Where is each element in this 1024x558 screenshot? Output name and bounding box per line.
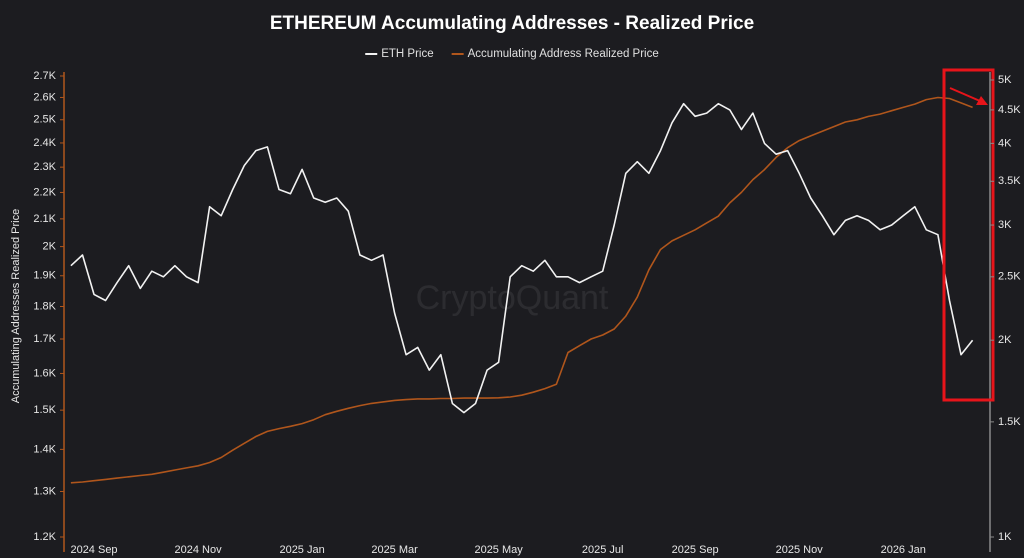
plot-area — [70, 96, 974, 484]
y-tick-label: 1.6K — [33, 367, 56, 379]
y-tick-label: 2.1K — [33, 213, 56, 225]
x-tick-label: 2025 May — [474, 544, 523, 556]
y-tick-label: 2.5K — [33, 114, 56, 126]
y2-tick-label: 1K — [998, 531, 1012, 543]
y2-tick-label: 4.5K — [998, 104, 1021, 116]
series-line — [70, 102, 974, 414]
y-tick-label: 2.6K — [33, 91, 56, 103]
x-tick-label: 2024 Nov — [175, 544, 223, 556]
legend-label: Accumulating Address Realized Price — [468, 48, 659, 60]
x-tick-label: 2026 Jan — [881, 544, 926, 556]
y2-tick-label: 3K — [998, 219, 1012, 231]
y2-tick-label: 5K — [998, 74, 1012, 86]
y2-tick-label: 3.5K — [998, 175, 1021, 187]
highlight-arrow — [949, 87, 981, 102]
y-tick-label: 1.4K — [33, 443, 56, 455]
y2-tick-label: 2.5K — [998, 271, 1021, 283]
x-tick-label: 2025 Sep — [672, 544, 719, 556]
legend: ETH Price Accumulating Address Realized P… — [365, 48, 659, 60]
x-tick-label: 2025 Nov — [776, 544, 824, 556]
highlight-box — [942, 68, 995, 402]
y-tick-label: 1.5K — [33, 404, 56, 416]
y-axis-title: Accumulating Addresses Realized Price — [10, 209, 22, 403]
y-tick-label: 2.7K — [33, 70, 56, 82]
y2-tick-label: 2K — [998, 334, 1012, 346]
x-tick-label: 2024 Sep — [70, 544, 117, 556]
x-tick-label: 2025 Jul — [582, 544, 624, 556]
x-tick-label: 2025 Mar — [371, 544, 418, 556]
legend-label: ETH Price — [381, 48, 433, 60]
x-tick-label: 2025 Jan — [279, 544, 324, 556]
y-tick-label: 2.4K — [33, 137, 56, 149]
y-tick-label: 2.2K — [33, 186, 56, 198]
y-tick-label: 1.3K — [33, 485, 56, 497]
watermark: CryptoQuant — [416, 279, 609, 317]
y-tick-label: 1.8K — [33, 300, 56, 312]
y-tick-label: 1.9K — [33, 270, 56, 282]
y-tick-label: 1.2K — [33, 531, 56, 543]
y-tick-label: 2.3K — [33, 161, 56, 173]
y-tick-label: 2K — [43, 241, 57, 253]
y2-tick-label: 4K — [998, 137, 1012, 149]
series-line — [70, 96, 973, 484]
y-tick-label: 1.7K — [33, 333, 56, 345]
y2-tick-label: 1.5K — [998, 416, 1021, 428]
chart-title: ETHEREUM Accumulating Addresses - Realiz… — [270, 13, 754, 34]
arrow-head — [976, 96, 988, 105]
